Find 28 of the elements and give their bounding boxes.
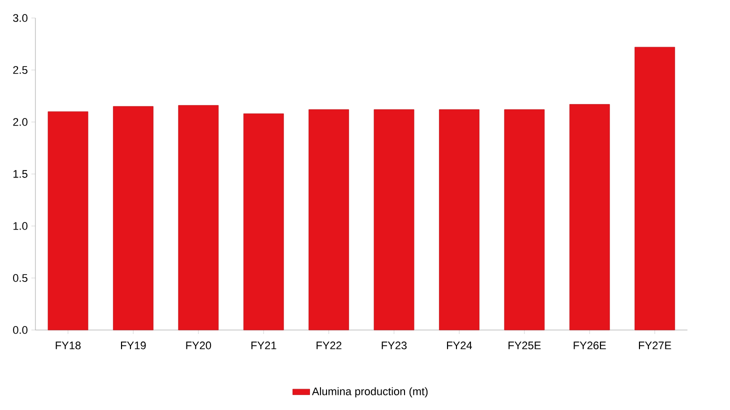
y-tick-label: 0.0 bbox=[13, 326, 28, 334]
legend-label: Alumina production (mt) bbox=[312, 387, 428, 398]
x-tick-label: FY21 bbox=[251, 342, 276, 350]
x-tick-label: FY25E bbox=[508, 342, 541, 350]
bar bbox=[48, 111, 88, 330]
bar bbox=[634, 46, 676, 330]
bar bbox=[569, 104, 610, 330]
x-tick-label: FY26E bbox=[574, 342, 606, 350]
x-tick-label: FY18 bbox=[56, 342, 81, 350]
bar bbox=[178, 105, 219, 330]
x-tick-label: FY19 bbox=[121, 342, 146, 350]
y-tick-label: 0.5 bbox=[13, 274, 28, 282]
x-tick-label: FY27E bbox=[638, 342, 672, 350]
bar bbox=[113, 106, 154, 330]
x-tick-label: FY24 bbox=[447, 342, 472, 350]
y-tick-label: 3.0 bbox=[13, 14, 28, 22]
y-tick-label: 1.5 bbox=[13, 170, 28, 178]
y-tick-label: 2.0 bbox=[13, 118, 28, 126]
y-tick-label: 1.0 bbox=[13, 222, 28, 230]
bar bbox=[308, 109, 350, 330]
bar bbox=[504, 109, 545, 330]
y-tick-label: 2.5 bbox=[13, 66, 28, 74]
bar bbox=[439, 109, 480, 330]
bar bbox=[374, 109, 414, 330]
x-tick-label: FY23 bbox=[382, 342, 407, 350]
x-tick-label: FY20 bbox=[186, 342, 212, 350]
bar bbox=[243, 113, 284, 330]
x-tick-label: FY22 bbox=[316, 342, 342, 350]
